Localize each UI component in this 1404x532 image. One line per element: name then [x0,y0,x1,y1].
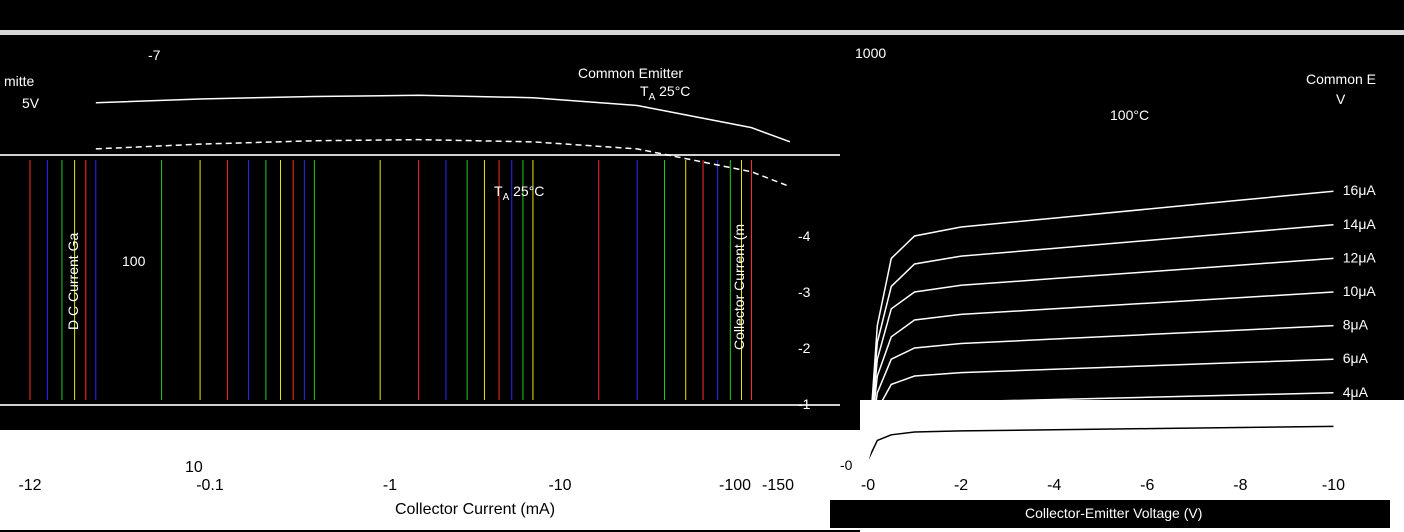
left-legend-ta: TA 25°C [640,83,690,103]
right-series-label: 8μA [1343,317,1369,333]
left-x-tick-label: -100 [719,477,751,494]
left-y-axis-label: D C Current Ga [65,233,81,330]
left-x-axis-label: Collector Current (mA) [395,501,555,518]
left-x-tick-label: -10 [548,477,571,494]
right-series-label: I=2μA [1343,417,1381,433]
left-top-tick: -7 [148,47,161,63]
right-x-tick-label: -6 [1140,477,1154,494]
right-y-tick-label: -4 [798,228,811,244]
left-top-label: 1000 [855,45,886,61]
right-common-emitter: Common E [1306,71,1376,87]
left-x-tick-label: -150 [762,477,794,494]
right-series-line [867,425,1334,461]
left-series-line [95,94,791,143]
right-x-tick-label: -2 [954,477,968,494]
left-x-tick-label: -1 [383,477,397,494]
right-x-tick-label: -10 [1322,477,1345,494]
left-series-line [95,138,791,188]
right-x-tick-label: -0 [861,477,875,494]
left-vgrid [29,160,753,400]
right-series-line [867,224,1334,461]
right-vce: V [1336,91,1346,107]
right-x-axis-label: Collector-Emitter Voltage (V) [1025,505,1202,521]
right-series-label: 12μA [1343,249,1377,265]
right-series-group [867,190,1334,461]
right-series-label: 16μA [1343,182,1377,198]
right-series-line [867,190,1334,461]
right-series-label: 4μA [1343,384,1369,400]
left-legend-common-emitter: Common Emitter [578,65,683,81]
title-bar [0,30,1404,35]
right-x-ticks: -0 -2 -4 -6 -8 -10 [861,477,1345,494]
series-label-100c: 100°C [1110,107,1149,123]
left-x-tick-label: -0.1 [196,477,224,494]
right-series-line [867,324,1334,461]
right-series-label: 14μA [1343,216,1377,232]
right-y-ticks: -4 -3 -2 -1 [798,228,811,412]
left-x-ticks: -12 -0.1 -1 -10 -100 -150 [18,477,794,494]
left-100-label: 100 [122,253,146,269]
right-series-labels: I=2μA 4μA 6μA 8μA 10μA 12μA 14μA 16μA [1343,182,1381,433]
right-series-label: 6μA [1343,350,1369,366]
right-xlabel-band [830,500,1390,528]
right-y-tick-zero: -0 [840,457,853,473]
left-x-axis-band [0,430,860,530]
left-mid-ta: TA 25°C [494,183,544,203]
right-series-label: 10μA [1343,283,1377,299]
right-series-line [867,358,1334,461]
left-partial-vce: 5V [22,95,40,111]
right-x-tick-label: -4 [1047,477,1061,494]
right-y-tick-label: -1 [798,396,811,412]
right-y-axis-label: Collector Current (m [731,224,747,350]
left-series-group [95,94,791,188]
right-series-line [867,392,1334,461]
right-y-tick-label: -3 [798,284,811,300]
right-series-line [867,291,1334,461]
left-x-tick-label: -12 [18,477,41,494]
right-y-tick-label: -2 [798,340,811,356]
left-partial-title: mitte [4,73,35,89]
right-x-tick-label: -8 [1233,477,1247,494]
left-chart: 1000 Common Emitter TA 25°C TA 25°C 100 … [0,45,1149,530]
right-series-line [867,257,1334,461]
left-10-label: 10 [185,459,203,476]
